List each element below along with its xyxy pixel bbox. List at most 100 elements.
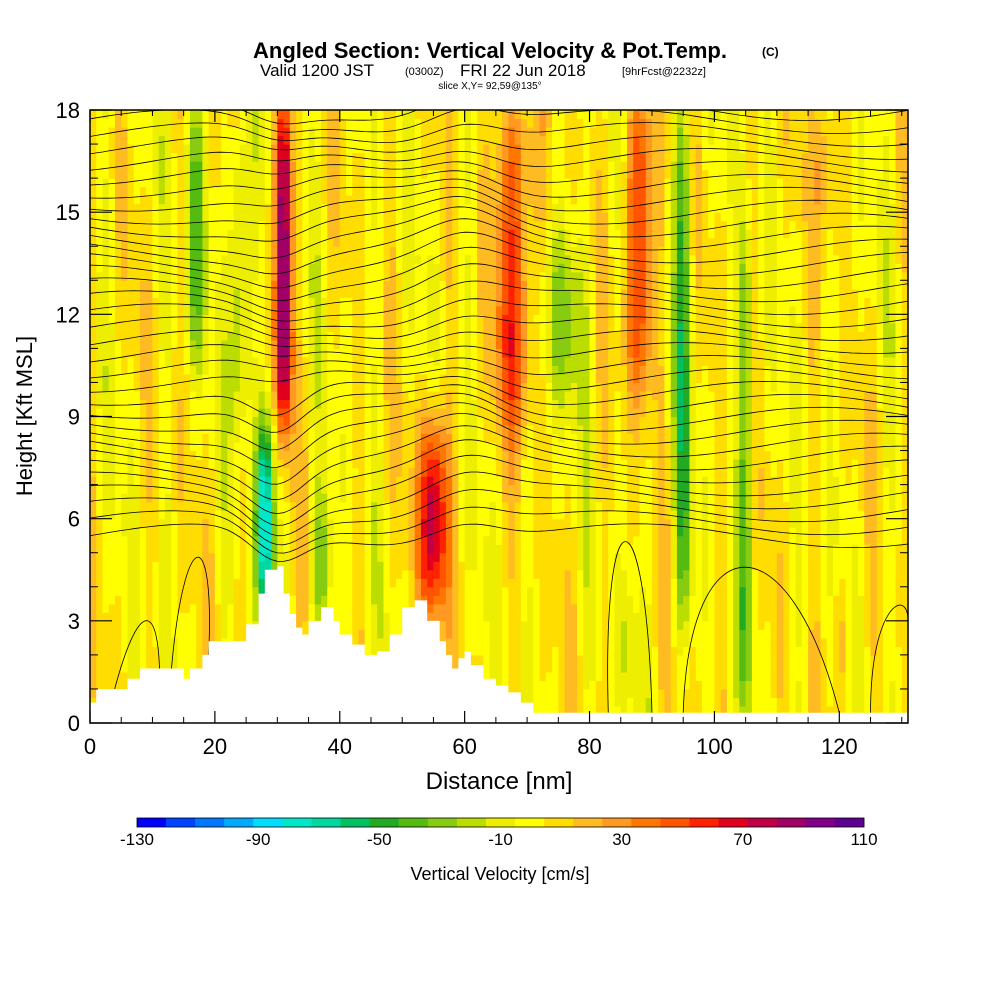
field-cell [333, 237, 341, 247]
field-cell [283, 169, 291, 179]
field-cell [302, 603, 310, 613]
field-cell [395, 348, 403, 358]
field-cell [271, 416, 278, 426]
field-cell [502, 110, 509, 120]
field-cell [470, 271, 478, 281]
field-cell [352, 271, 360, 281]
field-cell [377, 152, 385, 162]
field-cell [321, 348, 328, 358]
field-cell [420, 203, 428, 213]
field-cell [196, 195, 203, 205]
field-cell [414, 203, 422, 213]
field-cell [346, 399, 353, 409]
field-cell [464, 399, 472, 409]
field-cell [233, 161, 241, 171]
field-cell [402, 271, 410, 281]
field-cell [464, 510, 472, 520]
field-cell [146, 433, 154, 443]
field-cell [358, 459, 366, 469]
field-cell [308, 442, 316, 452]
field-cell [164, 195, 172, 205]
field-cell [377, 144, 385, 154]
field-cell [358, 603, 366, 613]
field-cell [508, 161, 516, 171]
field-cell [189, 110, 197, 120]
field-cell [171, 288, 179, 298]
field-cell [502, 118, 509, 128]
field-cell [495, 544, 503, 554]
field-cell [158, 629, 166, 639]
field-cell [283, 544, 291, 554]
field-cell [208, 586, 216, 596]
field-cell [158, 135, 166, 145]
field-cell [452, 569, 460, 579]
field-cell [383, 331, 391, 341]
field-cell [177, 348, 185, 358]
field-cell [177, 561, 185, 571]
field-cell [439, 305, 447, 315]
field-cell [121, 365, 129, 375]
field-cell [427, 195, 435, 205]
field-cell [477, 450, 484, 460]
field-cell [252, 322, 260, 332]
field-cell [495, 322, 503, 332]
field-cell [208, 416, 216, 426]
field-cell [114, 629, 122, 639]
field-cell [427, 365, 435, 375]
field-cell [114, 595, 122, 605]
field-cell [395, 280, 403, 290]
field-cell [389, 544, 397, 554]
field-cell [327, 442, 335, 452]
field-cell [408, 365, 416, 375]
field-cell [133, 322, 141, 332]
field-cell [108, 442, 116, 452]
field-cell [90, 680, 97, 690]
field-cell [383, 195, 391, 205]
valid-date: FRI 22 Jun 2018 [460, 61, 586, 80]
field-cell [114, 467, 122, 477]
field-cell [90, 484, 97, 494]
field-cell [495, 637, 503, 647]
field-cell [164, 254, 172, 264]
field-cell [183, 433, 191, 443]
field-cell [458, 493, 466, 503]
field-cell [146, 135, 154, 145]
field-cell [158, 544, 166, 554]
field-cell [121, 620, 129, 630]
field-cell [445, 637, 453, 647]
field-cell [146, 425, 154, 435]
field-cell [164, 212, 172, 222]
field-cell [196, 493, 203, 503]
field-cell [152, 152, 160, 162]
field-cell [171, 169, 179, 179]
field-cell [439, 144, 447, 154]
field-cell [102, 186, 110, 196]
field-cell [470, 416, 478, 426]
field-cell [302, 254, 310, 264]
field-cell [364, 144, 372, 154]
field-cell [502, 127, 509, 137]
field-cell [370, 178, 378, 188]
field-cell [189, 237, 197, 247]
field-cell [414, 305, 422, 315]
field-cell [520, 671, 528, 682]
field-cell [102, 612, 110, 622]
field-cell [346, 612, 353, 622]
field-cell [433, 459, 441, 469]
field-cell [433, 263, 441, 273]
field-cell [233, 442, 241, 452]
field-cell [395, 127, 403, 137]
field-cell [514, 467, 522, 477]
field-cell [327, 569, 335, 579]
field-cell [514, 459, 522, 469]
field-cell [239, 442, 247, 452]
field-cell [427, 280, 435, 290]
field-cell [520, 603, 528, 613]
field-cell [196, 348, 203, 358]
field-cell [302, 425, 310, 435]
field-cell [164, 203, 172, 213]
field-cell [308, 144, 316, 154]
field-cell [445, 552, 453, 562]
field-cell [414, 135, 422, 145]
field-cell [214, 535, 222, 545]
